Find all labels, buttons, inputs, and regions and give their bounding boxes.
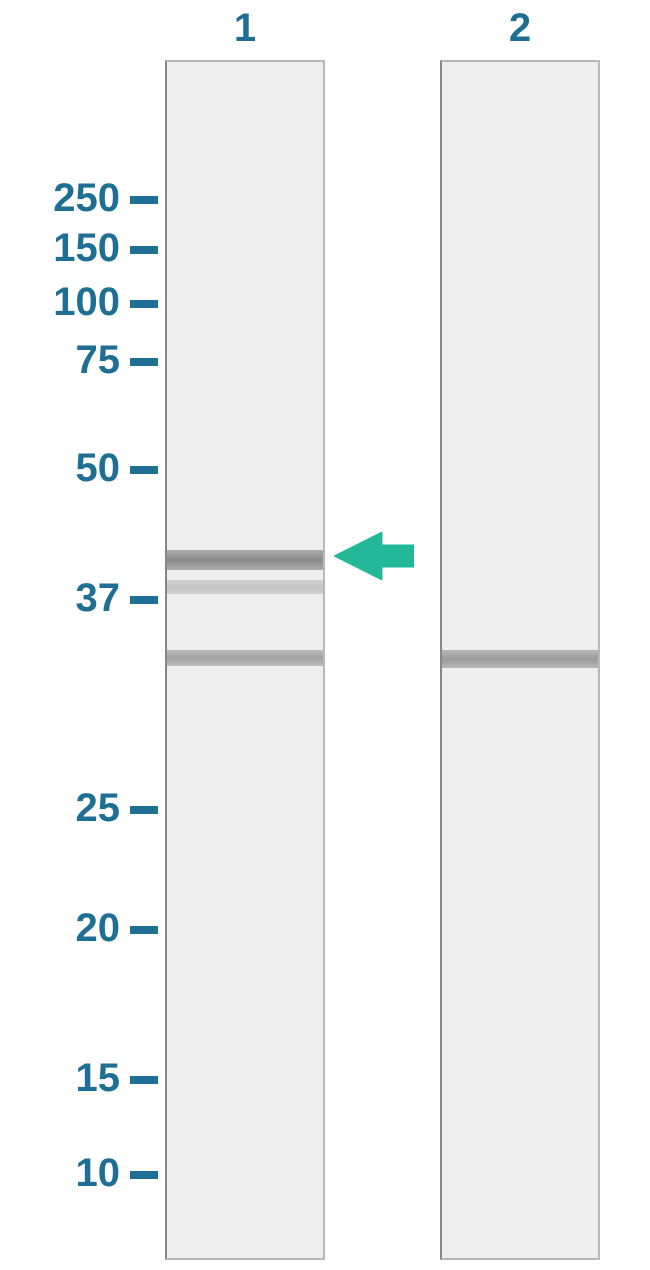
- mw-ladder-tick: [130, 806, 158, 814]
- mw-ladder-label: 20: [76, 906, 121, 951]
- western-blot-figure: 1 2 250 150 100 75 50 37 25 20 15 10: [0, 0, 650, 1270]
- mw-ladder-tick: [130, 196, 158, 204]
- mw-ladder-tick: [130, 300, 158, 308]
- arrow-icon: [334, 532, 414, 580]
- mw-ladder-tick: [130, 358, 158, 366]
- mw-ladder-tick: [130, 246, 158, 254]
- mw-ladder-label: 25: [76, 786, 121, 831]
- blot-lane-2: [440, 60, 600, 1260]
- protein-band: [167, 550, 323, 570]
- mw-ladder-tick: [130, 466, 158, 474]
- blot-lane-1: [165, 60, 325, 1260]
- mw-ladder-label: 100: [53, 280, 120, 325]
- band-indicator-arrow: [334, 532, 414, 580]
- protein-band: [167, 580, 323, 594]
- mw-ladder-label: 50: [76, 446, 121, 491]
- mw-ladder-tick: [130, 926, 158, 934]
- mw-ladder-label: 15: [76, 1056, 121, 1101]
- mw-ladder-label: 75: [76, 338, 121, 383]
- mw-ladder-label: 10: [76, 1151, 121, 1196]
- mw-ladder-label: 250: [53, 176, 120, 221]
- mw-ladder-label: 37: [76, 576, 121, 621]
- mw-ladder-label: 150: [53, 226, 120, 271]
- mw-ladder-tick: [130, 1076, 158, 1084]
- protein-band: [442, 650, 598, 668]
- lane-2-header: 2: [440, 6, 600, 51]
- mw-ladder-tick: [130, 1171, 158, 1179]
- lane-1-header: 1: [165, 6, 325, 51]
- mw-ladder-tick: [130, 596, 158, 604]
- protein-band: [167, 650, 323, 666]
